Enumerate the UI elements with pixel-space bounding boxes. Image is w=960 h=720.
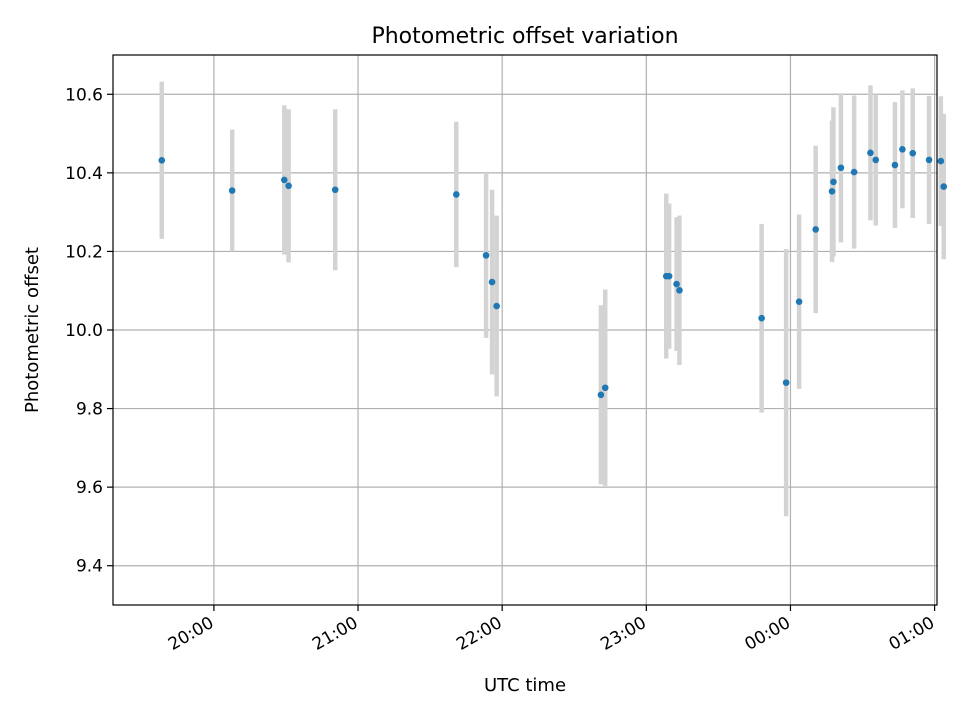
- x-axis-label: UTC time: [484, 675, 566, 696]
- data-point: [795, 298, 803, 306]
- y-tick-label: 10.4: [65, 164, 103, 184]
- data-point: [488, 278, 496, 286]
- data-point: [925, 156, 933, 164]
- data-point: [601, 384, 609, 392]
- data-point: [830, 178, 837, 186]
- y-tick-label: 10.6: [65, 85, 103, 105]
- data-point: [940, 183, 948, 190]
- data-point: [899, 145, 906, 153]
- y-tick-label: 9.6: [76, 478, 103, 498]
- data-point: [867, 149, 874, 157]
- data-point: [850, 168, 858, 176]
- y-tick-label: 10.0: [65, 321, 103, 341]
- data-point: [872, 156, 880, 164]
- data-point: [665, 272, 673, 280]
- data-point: [758, 314, 765, 322]
- data-point: [673, 280, 680, 288]
- data-point: [812, 226, 819, 233]
- data-point: [285, 182, 292, 190]
- data-point: [837, 164, 845, 172]
- data-point: [280, 176, 288, 184]
- data-point: [782, 379, 790, 386]
- y-tick-label: 10.2: [65, 242, 103, 262]
- data-point: [331, 186, 339, 194]
- data-point: [158, 156, 166, 164]
- data-point: [228, 187, 236, 194]
- data-point: [493, 302, 500, 310]
- data-point: [452, 191, 460, 198]
- data-points: [158, 145, 948, 399]
- data-point: [482, 252, 490, 259]
- data-point: [937, 157, 945, 165]
- data-point: [909, 149, 917, 157]
- y-tick-label: 9.4: [76, 557, 103, 577]
- y-axis: 9.4 9.6 9.8 10.0 10.2 10.4 10.6: [65, 85, 113, 577]
- y-axis-label: Photometric offset: [22, 247, 43, 413]
- data-point: [597, 391, 605, 399]
- data-point: [828, 188, 836, 195]
- chart-title: Photometric offset variation: [371, 24, 678, 49]
- data-point: [891, 161, 899, 169]
- y-tick-label: 9.8: [76, 400, 103, 420]
- data-point: [676, 287, 683, 294]
